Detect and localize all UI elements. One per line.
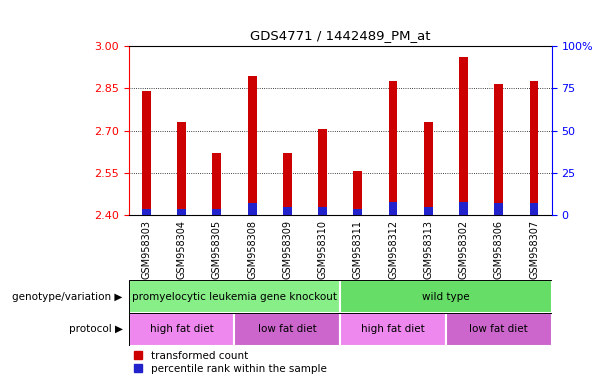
Bar (354, 171, 362, 215)
Bar (177, 122, 186, 215)
Bar (389, 81, 397, 215)
Text: protocol ▶: protocol ▶ (69, 324, 123, 334)
Bar (424, 207, 433, 215)
Bar (318, 129, 327, 215)
Bar (340, 280, 552, 313)
Bar (318, 207, 327, 215)
Text: high fat diet: high fat diet (150, 324, 213, 334)
Bar (248, 76, 256, 215)
Bar (459, 57, 468, 215)
Text: low fat diet: low fat diet (470, 324, 528, 334)
Bar (129, 313, 234, 346)
Bar (283, 207, 292, 215)
Bar (213, 153, 221, 215)
Bar (495, 84, 503, 215)
Text: high fat diet: high fat diet (361, 324, 425, 334)
Bar (142, 209, 151, 215)
Bar (213, 209, 221, 215)
Bar (283, 153, 292, 215)
Bar (389, 202, 397, 215)
Title: GDS4771 / 1442489_PM_at: GDS4771 / 1442489_PM_at (250, 29, 430, 42)
Legend: transformed count, percentile rank within the sample: transformed count, percentile rank withi… (134, 351, 327, 374)
Bar (459, 202, 468, 215)
Bar (129, 280, 340, 313)
Bar (424, 122, 433, 215)
Text: promyelocytic leukemia gene knockout: promyelocytic leukemia gene knockout (132, 291, 337, 302)
Bar (530, 203, 538, 215)
Text: wild type: wild type (422, 291, 470, 302)
Bar (234, 313, 340, 346)
Bar (446, 313, 552, 346)
Bar (177, 209, 186, 215)
Bar (340, 313, 446, 346)
Bar (248, 203, 256, 215)
Bar (530, 81, 538, 215)
Bar (495, 203, 503, 215)
Bar (354, 209, 362, 215)
Text: low fat diet: low fat diet (258, 324, 317, 334)
Text: genotype/variation ▶: genotype/variation ▶ (12, 291, 123, 302)
Bar (142, 91, 151, 215)
